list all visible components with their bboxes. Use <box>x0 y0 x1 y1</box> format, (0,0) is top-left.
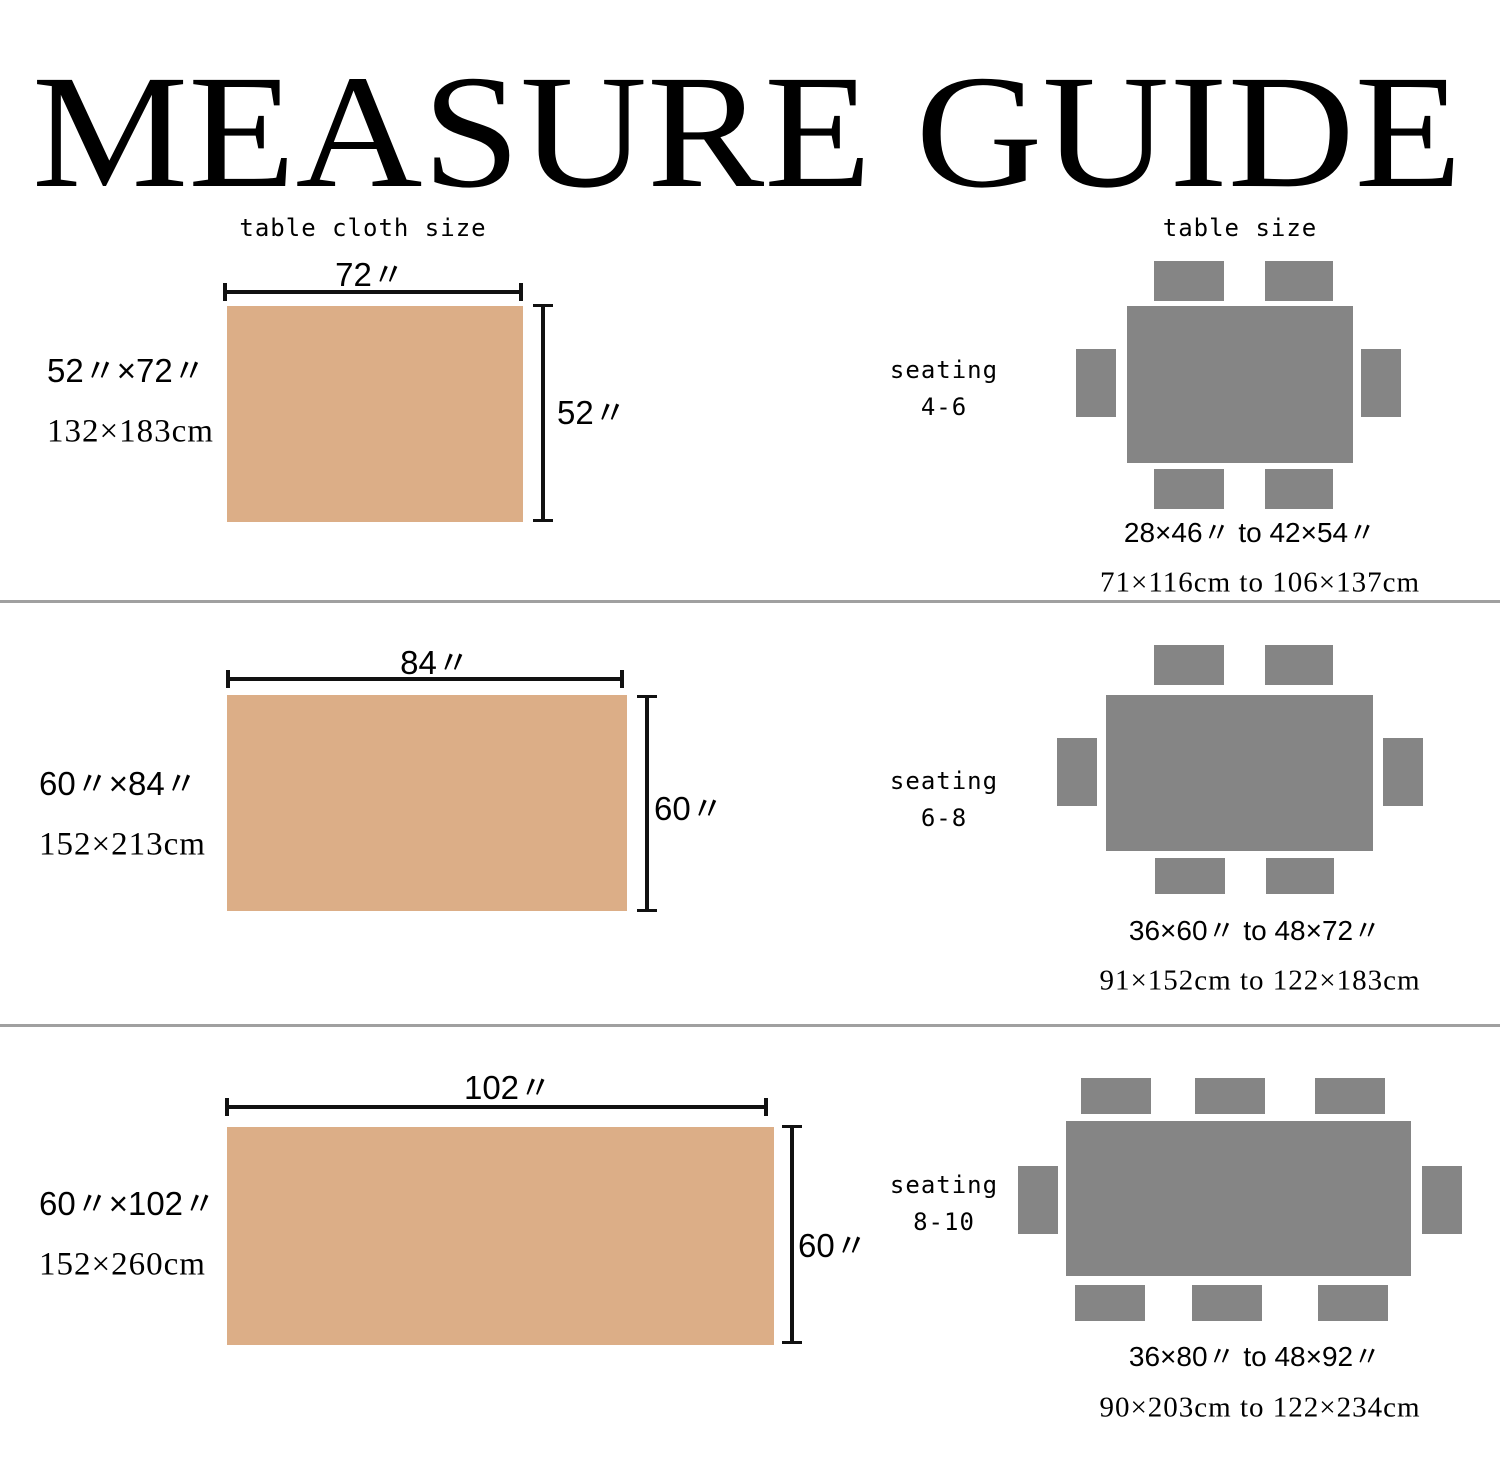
size-cm: 152×213cm <box>39 826 206 863</box>
chair <box>1155 858 1225 894</box>
table-size-cm: 71×116cm to 106×137cm <box>1099 566 1421 599</box>
bar-cap <box>637 909 657 912</box>
height-measure-bar <box>790 1127 794 1343</box>
bar-cap <box>782 1125 802 1128</box>
bar-cap <box>226 670 230 688</box>
seating-info: seating 6-8 <box>890 763 998 837</box>
chair <box>1422 1166 1462 1234</box>
bar-cap <box>782 1341 802 1344</box>
seating-label: seating <box>889 1171 999 1199</box>
height-measure-bar <box>645 697 649 911</box>
bar-cap <box>519 283 523 301</box>
table-size-cm: 91×152cm to 122×183cm <box>1099 964 1421 997</box>
table-shape <box>1106 695 1373 851</box>
width-measure-bar <box>225 290 522 294</box>
bar-cap <box>533 519 553 522</box>
seating-info: seating 4-6 <box>890 352 998 426</box>
table-size-inches: 36×80〃 to 48×92〃 <box>1128 1341 1382 1372</box>
chair <box>1315 1078 1385 1114</box>
bar-cap <box>225 1098 229 1116</box>
width-label: 84〃 <box>400 644 470 681</box>
width-measure-bar <box>227 1105 767 1109</box>
size-inches: 52〃×72〃 <box>47 352 206 389</box>
chair <box>1265 469 1333 509</box>
bar-cap <box>533 304 553 307</box>
seating-label: seating <box>889 767 999 795</box>
chair <box>1154 469 1224 509</box>
chair <box>1081 1078 1151 1114</box>
chair <box>1154 645 1224 685</box>
width-label: 72〃 <box>335 256 405 293</box>
table-size-header: table size <box>1162 214 1318 242</box>
seating-count: 8-10 <box>913 1208 975 1236</box>
tablecloth-shape <box>227 306 523 522</box>
chair <box>1057 738 1097 806</box>
height-measure-bar <box>541 306 545 522</box>
chair <box>1383 738 1423 806</box>
chair <box>1018 1166 1058 1234</box>
bar-cap <box>223 283 227 301</box>
tablecloth-shape <box>227 695 627 911</box>
chair <box>1075 1285 1145 1321</box>
size-cm: 152×260cm <box>39 1246 206 1283</box>
height-label: 60〃 <box>654 790 724 827</box>
tablecloth-shape <box>227 1127 774 1345</box>
height-label: 60〃 <box>798 1227 868 1264</box>
width-measure-bar <box>228 677 623 681</box>
size-inches: 60〃×84〃 <box>39 765 198 802</box>
seating-label: seating <box>889 356 999 384</box>
seating-count: 4-6 <box>920 393 968 421</box>
width-label: 102〃 <box>463 1069 553 1106</box>
size-cm: 132×183cm <box>47 413 214 450</box>
cloth-size-header: table cloth size <box>239 214 487 242</box>
table-shape <box>1066 1121 1411 1276</box>
chair <box>1154 261 1224 301</box>
chair <box>1318 1285 1388 1321</box>
chair <box>1266 858 1334 894</box>
bar-cap <box>764 1098 768 1116</box>
seating-info: seating 8-10 <box>890 1167 998 1241</box>
chair <box>1076 349 1116 417</box>
bar-cap <box>620 670 624 688</box>
size-inches: 60〃×102〃 <box>39 1185 217 1222</box>
table-size-cm: 90×203cm to 122×234cm <box>1099 1391 1421 1424</box>
seating-count: 6-8 <box>920 804 968 832</box>
height-label: 52〃 <box>557 394 627 431</box>
chair <box>1195 1078 1265 1114</box>
table-size-inches: 28×46〃 to 42×54〃 <box>1123 517 1377 548</box>
divider <box>0 1024 1500 1027</box>
table-size-inches: 36×60〃 to 48×72〃 <box>1128 915 1382 946</box>
table-shape <box>1127 306 1353 463</box>
chair <box>1361 349 1401 417</box>
chair <box>1265 645 1333 685</box>
page-title: MEASURE GUIDE <box>32 43 1462 200</box>
title: MEASURE GUIDE <box>32 43 1462 200</box>
chair <box>1192 1285 1262 1321</box>
bar-cap <box>637 695 657 698</box>
chair <box>1265 261 1333 301</box>
divider <box>0 600 1500 603</box>
